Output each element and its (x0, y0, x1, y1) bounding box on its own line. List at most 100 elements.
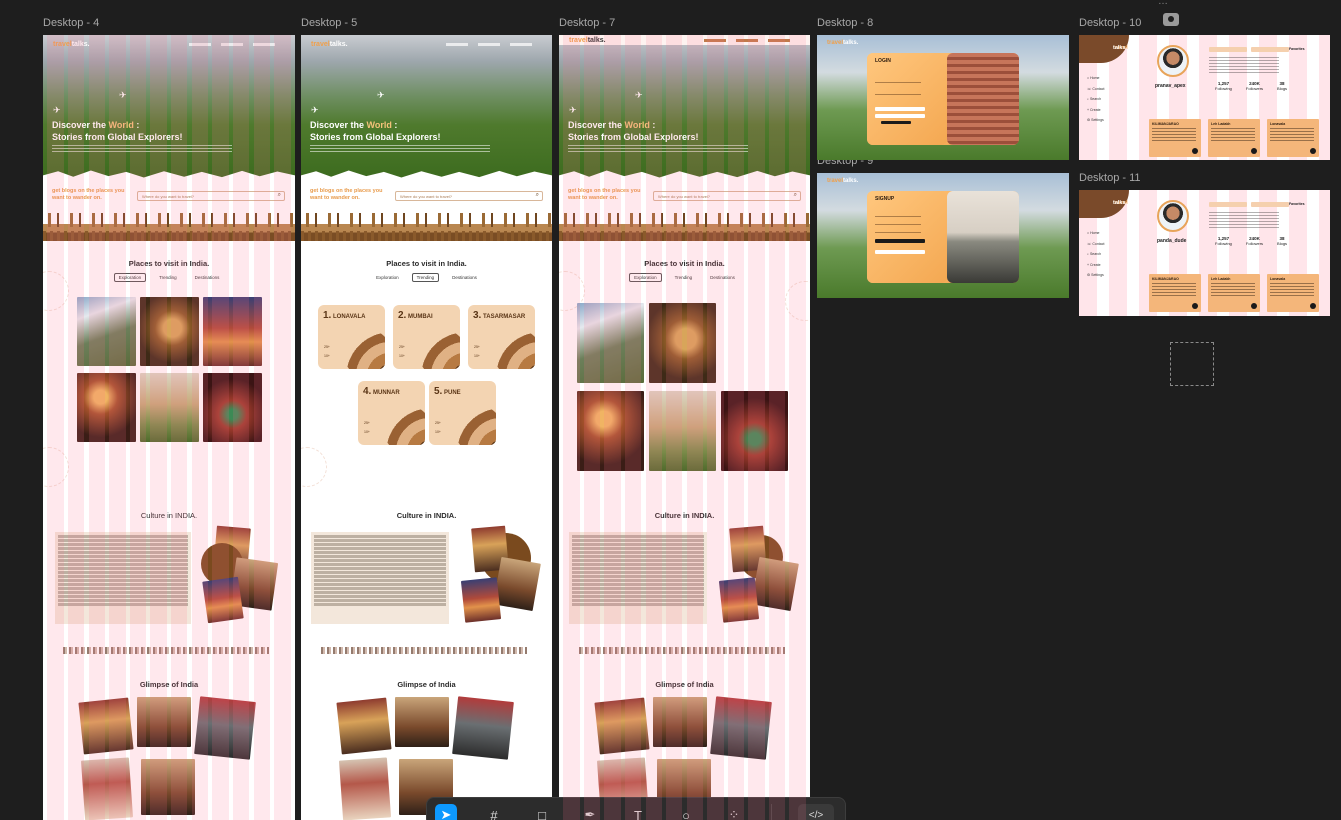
profile-tag[interactable] (1251, 202, 1289, 207)
place-photo[interactable] (577, 303, 644, 383)
place-photo[interactable] (203, 373, 262, 442)
profile-logo[interactable]: travel talks. (1079, 35, 1129, 63)
tab-exploration[interactable]: Exploration (113, 273, 147, 282)
name-field[interactable] (875, 213, 921, 217)
blog-card[interactable]: Leh Ladakh (1208, 274, 1260, 312)
nav-contact[interactable]: ☏ Contact (1087, 241, 1105, 246)
place-photo[interactable] (203, 297, 262, 366)
nav-home[interactable]: ⌂ Home (1087, 76, 1100, 80)
glimpse-photo[interactable] (594, 697, 650, 755)
profile-tag[interactable] (1209, 202, 1247, 207)
signup-button[interactable] (875, 239, 925, 243)
frame-label-desktop-8[interactable]: Desktop - 8 (817, 17, 874, 29)
arrow-icon[interactable] (1192, 148, 1198, 154)
password-field[interactable] (875, 229, 921, 233)
avatar[interactable] (1157, 45, 1189, 77)
nav-create[interactable]: + Create (1087, 107, 1101, 112)
blog-card[interactable]: Lonavala (1267, 119, 1319, 157)
destination-card[interactable]: 4. MUNNAR 25+ 10+ (358, 381, 425, 445)
dev-mode-icon[interactable]: </> (798, 804, 834, 820)
blog-card[interactable]: Lonavala (1267, 274, 1319, 312)
arrow-icon[interactable] (1310, 303, 1316, 309)
text-tool-icon[interactable]: T (634, 807, 642, 820)
profile-tag[interactable] (1251, 47, 1289, 52)
glimpse-photo[interactable] (653, 697, 707, 747)
frame-label-desktop-7[interactable]: Desktop - 7 (559, 17, 616, 29)
email-field[interactable] (875, 221, 921, 225)
glimpse-photo[interactable] (338, 757, 392, 820)
tab-exploration[interactable]: Exploration (629, 273, 662, 282)
move-tool-icon[interactable]: ➤ (435, 804, 457, 820)
frame-desktop-8[interactable]: traveltalks. LOGIN (817, 35, 1069, 160)
username-field[interactable] (875, 79, 921, 83)
destination-card[interactable]: 5. PUNE 25+ 10+ (429, 381, 496, 445)
nav-contact[interactable]: ☏ Contact (1087, 86, 1105, 91)
arrow-icon[interactable] (1310, 148, 1316, 154)
tab-trending[interactable]: Trending (674, 275, 693, 280)
destination-card[interactable]: 2. MUMBAI 25+ 10+ (393, 305, 460, 369)
tab-exploration[interactable]: Exploration (376, 275, 399, 280)
blog-card[interactable]: Leh Ladakh (1208, 119, 1260, 157)
glimpse-photo[interactable] (452, 696, 514, 760)
site-logo[interactable]: traveltalks. (827, 40, 859, 46)
tab-destinations[interactable]: Destinations (194, 275, 220, 280)
signup-link[interactable] (881, 121, 911, 124)
place-photo[interactable] (77, 297, 136, 366)
nav-search[interactable]: ⌕ Search (1087, 97, 1102, 101)
nav-settings[interactable]: ⚙ Settings (1087, 273, 1104, 277)
glimpse-photo[interactable] (336, 697, 392, 755)
top-nav[interactable] (446, 43, 532, 46)
shape-tool-icon[interactable]: □ (538, 807, 546, 820)
frame-label-desktop-4[interactable]: Desktop - 4 (43, 17, 100, 29)
arrow-icon[interactable] (1251, 303, 1257, 309)
blog-card[interactable]: KILIMANJARAO (1149, 119, 1201, 157)
tab-destinations[interactable]: Destinations (452, 275, 477, 280)
site-logo[interactable]: traveltalks. (827, 178, 859, 184)
arrow-icon[interactable] (1251, 148, 1257, 154)
place-photo[interactable] (649, 391, 716, 471)
destination-card[interactable]: 1. LONAVALA 25+ 10+ (318, 305, 385, 369)
nav-settings[interactable]: ⚙ Settings (1087, 118, 1104, 122)
place-photo[interactable] (140, 373, 199, 442)
place-photo[interactable] (140, 297, 199, 366)
site-logo[interactable]: traveltalks. (569, 37, 606, 44)
glimpse-photo[interactable] (395, 697, 449, 747)
glimpse-photo[interactable] (80, 757, 134, 820)
actions-tool-icon[interactable]: ⁘ (728, 807, 740, 820)
frame-desktop-5[interactable]: traveltalks. ✈ ✈ Discover the World : St… (301, 35, 552, 820)
login-button[interactable] (875, 107, 925, 111)
password-field[interactable] (875, 91, 921, 95)
google-login-button[interactable] (875, 114, 925, 118)
place-photo[interactable] (77, 373, 136, 442)
place-photo[interactable] (577, 391, 644, 471)
site-logo[interactable]: traveltalks. (311, 41, 348, 48)
frame-desktop-9[interactable]: traveltalks. SIGNUP (817, 173, 1069, 298)
profile-logo[interactable]: travel talks. (1079, 190, 1129, 218)
nav-home[interactable]: ⌂ Home (1087, 231, 1100, 235)
search-input[interactable]: Where do you want to travel? ⌕ (395, 191, 543, 201)
frame-tool-icon[interactable]: # (490, 807, 498, 820)
search-input[interactable]: Where do you want to travel? ⌕ (137, 191, 285, 201)
google-signup-button[interactable] (875, 250, 925, 254)
frame-label-desktop-5[interactable]: Desktop - 5 (301, 17, 358, 29)
blog-card[interactable]: KILIMANJARAO (1149, 274, 1201, 312)
top-nav[interactable] (189, 43, 275, 46)
glimpse-photo[interactable] (710, 696, 772, 760)
avatar[interactable] (1157, 200, 1189, 232)
frame-desktop-10[interactable]: travel talks. ⌂ Home ☏ Contact ⌕ Search +… (1079, 35, 1330, 160)
tab-trending[interactable]: Trending (411, 273, 440, 282)
search-input[interactable]: Where do you want to travel? ⌕ (653, 191, 801, 201)
glimpse-photo[interactable] (137, 697, 191, 747)
frame-desktop-11[interactable]: travel talks. ⌂ Home ☏ Contact ⌕ Search +… (1079, 190, 1330, 316)
camera-icon[interactable] (1163, 13, 1179, 26)
place-photo[interactable] (721, 391, 788, 471)
frame-label-desktop-10[interactable]: Desktop - 10 (1079, 17, 1142, 29)
glimpse-photo[interactable] (141, 759, 195, 815)
tab-trending[interactable]: Trending (159, 275, 177, 280)
frame-desktop-4[interactable]: traveltalks. ✈ ✈ Discover the World : St… (43, 35, 295, 820)
frame-label-desktop-11[interactable]: Desktop - 11 (1079, 172, 1141, 184)
pen-tool-icon[interactable]: ✒ (584, 807, 596, 820)
glimpse-photo[interactable] (194, 696, 256, 760)
glimpse-photo[interactable] (78, 697, 134, 755)
place-photo[interactable] (649, 303, 716, 383)
